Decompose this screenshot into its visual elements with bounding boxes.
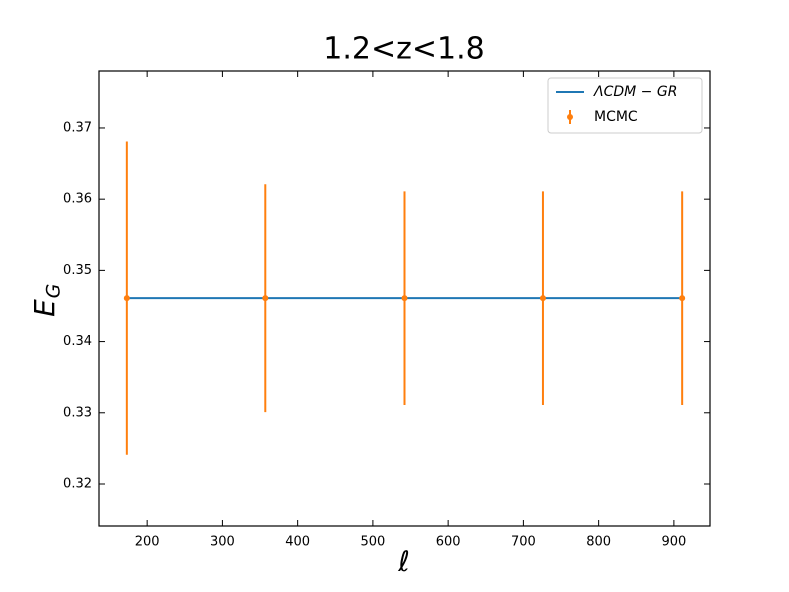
y-tick-label: 0.36 [63, 192, 92, 207]
y-tick-label: 0.37 [63, 120, 92, 135]
legend-label: MCMC [594, 109, 638, 125]
y-tick-label: 0.34 [63, 334, 92, 349]
plot-frame [98, 70, 711, 527]
data-point [539, 295, 546, 302]
x-tick-label: 700 [511, 535, 536, 550]
data-point [123, 295, 130, 302]
x-axis-label: ℓ [397, 545, 410, 578]
legend-box [547, 77, 703, 134]
x-tick-label: 300 [210, 535, 235, 550]
y-axis-label-group: E G [28, 284, 65, 317]
y-tick-label: 0.33 [63, 405, 92, 420]
x-tick-label: 900 [661, 535, 686, 550]
data-point [679, 295, 686, 302]
x-tick-label: 400 [285, 535, 310, 550]
x-tick-label: 600 [436, 535, 461, 550]
legend-marker [567, 114, 573, 120]
data-point [262, 295, 269, 302]
data-point [401, 295, 408, 302]
y-tick-label: 0.35 [63, 263, 92, 278]
x-tick-label: 200 [135, 535, 160, 550]
y-tick-label: 0.32 [63, 476, 92, 491]
legend-label: ΛCDM − GR [593, 84, 677, 100]
y-axis-label-subscript: G [43, 284, 65, 299]
x-tick-label: 500 [360, 535, 385, 550]
chart-title: 1.2<z<1.8 [323, 32, 484, 67]
y-axis-label: E [28, 299, 61, 317]
x-tick-label: 800 [586, 535, 611, 550]
